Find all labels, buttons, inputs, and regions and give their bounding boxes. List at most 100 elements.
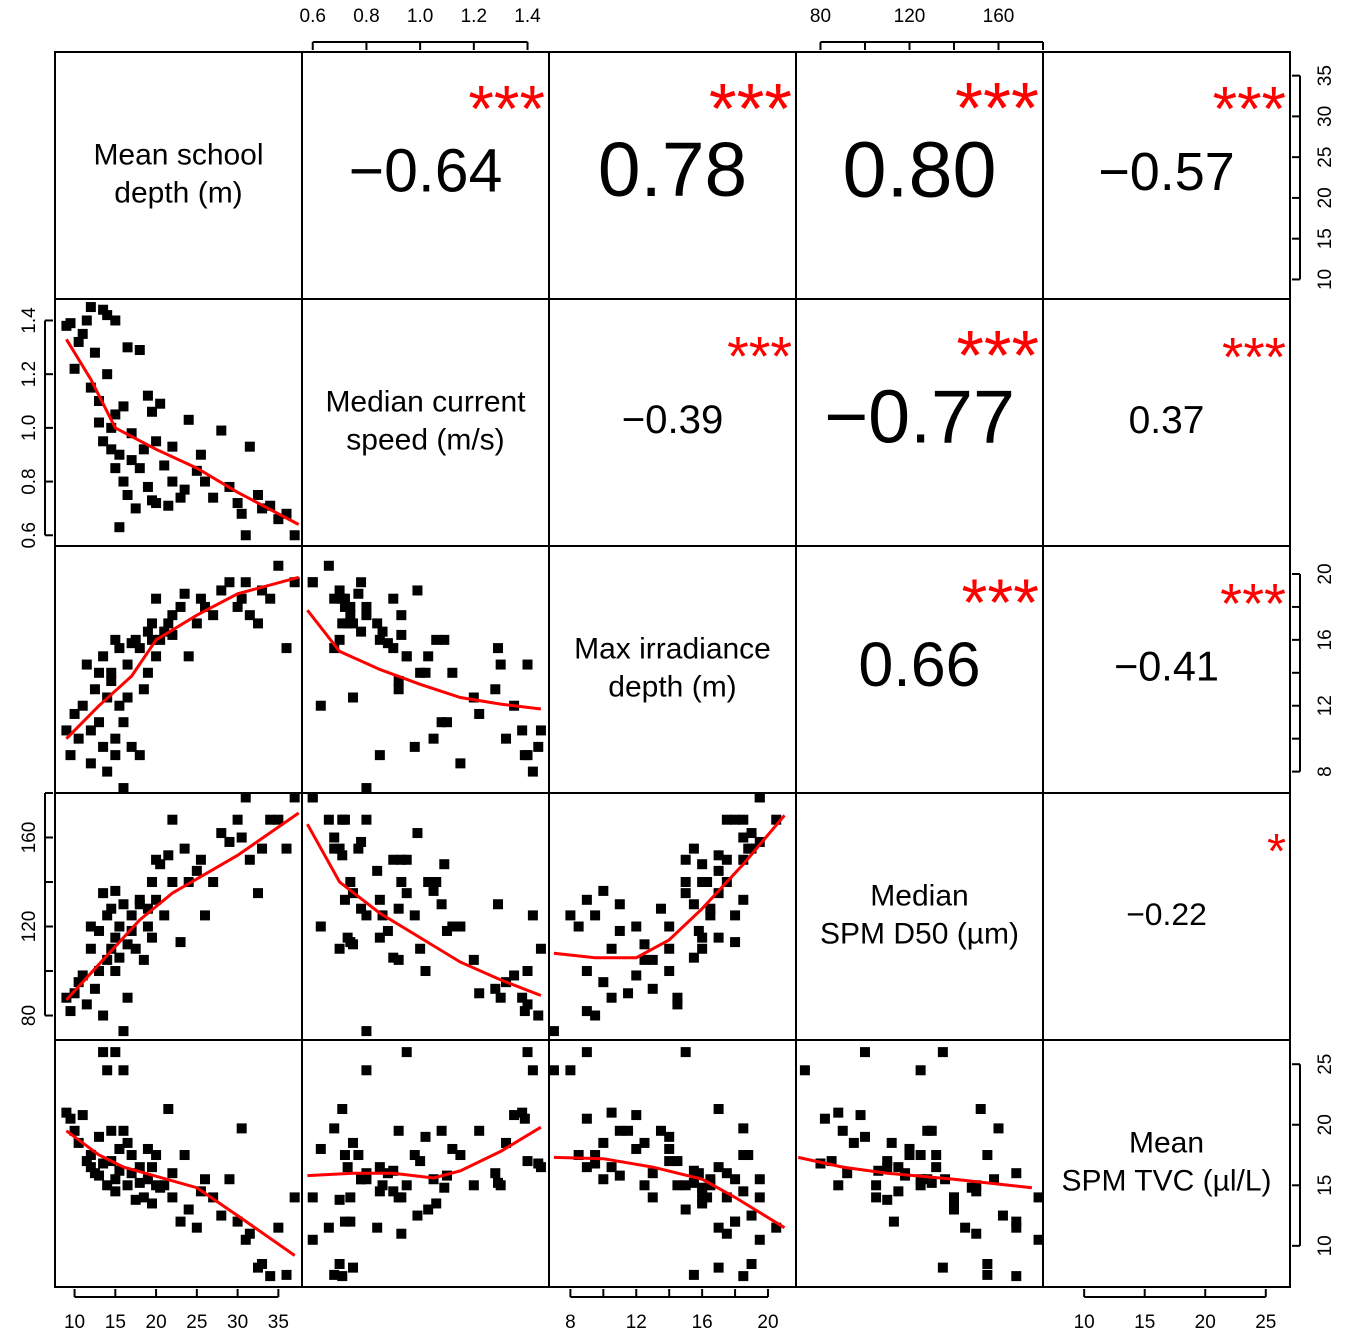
point xyxy=(65,1006,76,1017)
point xyxy=(147,634,158,645)
point xyxy=(771,1222,782,1233)
point xyxy=(353,843,364,854)
point xyxy=(713,865,724,876)
point xyxy=(799,1065,810,1076)
tick-label: 0.8 xyxy=(353,6,379,27)
point xyxy=(102,369,113,380)
tick-label: 16 xyxy=(1315,629,1336,650)
point xyxy=(167,476,178,487)
point xyxy=(134,463,145,474)
point xyxy=(151,436,162,447)
point xyxy=(147,1198,158,1209)
point xyxy=(688,1269,699,1280)
point xyxy=(142,921,153,932)
point xyxy=(147,877,158,888)
point xyxy=(590,1150,601,1161)
point xyxy=(697,859,708,870)
tick-label: 12 xyxy=(626,1312,647,1333)
point xyxy=(323,1222,334,1233)
point xyxy=(412,585,423,596)
point xyxy=(401,651,412,662)
point xyxy=(527,1065,538,1076)
significance-stars: *** xyxy=(961,567,1039,641)
point xyxy=(997,1210,1008,1221)
point xyxy=(110,634,121,645)
point xyxy=(353,1150,364,1161)
point xyxy=(122,342,133,353)
correlation: 0.66 xyxy=(858,630,980,700)
point xyxy=(323,814,334,825)
point xyxy=(69,708,80,719)
tick-label: 30 xyxy=(227,1312,248,1333)
point xyxy=(126,428,137,439)
tick-label: 120 xyxy=(894,6,926,27)
tick-label: 1.4 xyxy=(19,307,40,334)
point xyxy=(307,792,318,803)
tick-label: 10 xyxy=(64,1312,85,1333)
point xyxy=(208,877,219,888)
point xyxy=(882,1156,893,1167)
point xyxy=(598,977,609,988)
point xyxy=(693,1168,704,1179)
point xyxy=(114,449,125,460)
point xyxy=(697,943,708,954)
point xyxy=(134,750,145,761)
point xyxy=(713,1262,724,1273)
point xyxy=(680,1204,691,1215)
point xyxy=(581,966,592,977)
point xyxy=(490,684,501,695)
point xyxy=(102,310,113,321)
point xyxy=(573,1150,584,1161)
point xyxy=(361,610,372,621)
point xyxy=(155,398,166,409)
point xyxy=(374,1162,385,1173)
point xyxy=(98,1158,109,1169)
smooth-line xyxy=(65,811,300,1001)
point xyxy=(147,1162,158,1173)
point xyxy=(334,634,345,645)
point xyxy=(240,1234,251,1245)
significance-stars: *** xyxy=(1213,75,1286,145)
point xyxy=(216,425,227,436)
significance-stars: *** xyxy=(1220,572,1286,635)
point xyxy=(468,1180,479,1191)
point xyxy=(110,733,121,744)
point xyxy=(361,1174,372,1185)
point xyxy=(533,1158,544,1169)
point xyxy=(195,593,206,604)
point xyxy=(339,601,350,612)
point xyxy=(490,1168,501,1179)
correlation: 0.80 xyxy=(842,124,996,213)
variable-label: Mean school xyxy=(93,138,263,171)
point xyxy=(244,610,255,621)
point xyxy=(441,717,452,728)
point xyxy=(118,401,129,412)
point xyxy=(337,1271,348,1282)
point xyxy=(130,503,141,514)
point xyxy=(345,610,356,621)
point xyxy=(393,903,404,914)
point xyxy=(474,988,485,999)
point xyxy=(833,1107,844,1118)
point xyxy=(738,1123,749,1134)
point xyxy=(565,910,576,921)
panel xyxy=(1042,1039,1291,1288)
point xyxy=(522,966,533,977)
smooth-line xyxy=(306,609,542,711)
tick-label: 15 xyxy=(1315,228,1336,249)
point xyxy=(329,643,340,654)
point xyxy=(501,733,512,744)
point xyxy=(439,634,450,645)
point xyxy=(1011,1168,1022,1179)
point xyxy=(647,954,658,965)
point xyxy=(163,850,174,861)
point xyxy=(147,932,158,943)
point xyxy=(98,304,109,315)
point xyxy=(837,1125,848,1136)
point xyxy=(142,903,153,914)
point xyxy=(871,1180,882,1191)
point xyxy=(191,465,202,476)
point xyxy=(431,1198,442,1209)
point xyxy=(614,1125,625,1136)
point xyxy=(882,1162,893,1173)
